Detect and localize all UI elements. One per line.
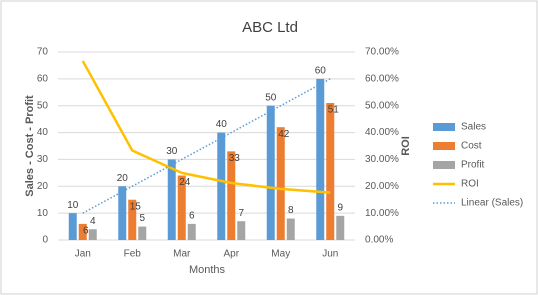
y2-tick-label: 30.00%: [365, 154, 399, 165]
data-label: 6: [83, 226, 89, 237]
data-label: 40: [216, 119, 228, 130]
y2-tick-label: 20.00%: [365, 181, 399, 192]
bar: [187, 223, 196, 240]
legend-swatch: [433, 142, 455, 150]
trend-line: [82, 78, 331, 214]
x-tick-label: Jan: [75, 249, 91, 260]
y2-tick-label: 70.00%: [365, 47, 399, 58]
legend-label: Sales: [461, 122, 486, 133]
bar: [316, 78, 325, 240]
bar: [138, 226, 147, 240]
data-label: 50: [265, 92, 277, 103]
data-label: 10: [67, 200, 79, 211]
y-tick-label: 70: [37, 47, 49, 58]
legend-swatch: [433, 123, 455, 131]
y2-tick-label: 60.00%: [365, 73, 399, 84]
data-label: 7: [238, 208, 244, 219]
y-tick-label: 10: [37, 208, 49, 219]
bar: [118, 186, 127, 240]
data-label: 51: [328, 105, 340, 116]
y2-tick-label: 40.00%: [365, 127, 399, 138]
bar: [88, 229, 97, 240]
bar: [237, 221, 246, 240]
y-tick-label: 20: [37, 181, 49, 192]
x-axis-label: Months: [189, 264, 226, 276]
data-label: 60: [315, 65, 327, 76]
y-tick-label: 0: [42, 235, 48, 246]
y2-tick-label: 10.00%: [365, 208, 399, 219]
data-label: 15: [130, 201, 142, 212]
legend-swatch: [433, 161, 455, 169]
y-tick-label: 40: [37, 127, 49, 138]
x-tick-label: Feb: [124, 249, 142, 260]
bar: [68, 213, 77, 240]
x-tick-label: Mar: [173, 249, 191, 260]
data-label: 6: [189, 211, 195, 222]
legend-label: Linear (Sales): [461, 198, 523, 209]
x-tick-label: May: [271, 249, 290, 260]
legend-label: Cost: [461, 141, 482, 152]
data-label: 4: [90, 216, 96, 227]
legend-label: ROI: [461, 179, 479, 190]
data-label: 9: [337, 202, 343, 213]
y2-tick-label: 0.00%: [365, 235, 393, 246]
bar: [128, 199, 137, 240]
bar: [177, 175, 186, 240]
chart-title: ABC Ltd: [242, 19, 298, 36]
roi-line: [81, 60, 331, 194]
data-label: 20: [117, 173, 129, 184]
bar: [217, 132, 226, 240]
bar: [167, 159, 176, 240]
bar: [326, 103, 335, 241]
legend-label: Profit: [461, 160, 485, 171]
bar: [266, 105, 275, 240]
data-label: 33: [229, 153, 241, 164]
y-tick-label: 30: [37, 154, 49, 165]
x-tick-label: Apr: [223, 249, 239, 260]
data-label: 8: [288, 205, 294, 216]
y-axis-label: Sales - Cost - Profit: [24, 95, 36, 197]
bar: [286, 218, 295, 240]
x-tick-label: Jun: [322, 249, 338, 260]
data-label: 24: [179, 177, 191, 188]
data-label: 42: [278, 129, 290, 140]
data-label: 5: [139, 213, 145, 224]
bar: [276, 127, 285, 240]
bar: [78, 223, 87, 240]
y2-tick-label: 50.00%: [365, 100, 399, 111]
y-tick-label: 50: [37, 100, 49, 111]
data-label: 30: [166, 146, 178, 157]
y2-axis-label: ROI: [400, 136, 412, 156]
bar: [336, 215, 345, 240]
bar: [227, 151, 236, 240]
y-tick-label: 60: [37, 73, 49, 84]
